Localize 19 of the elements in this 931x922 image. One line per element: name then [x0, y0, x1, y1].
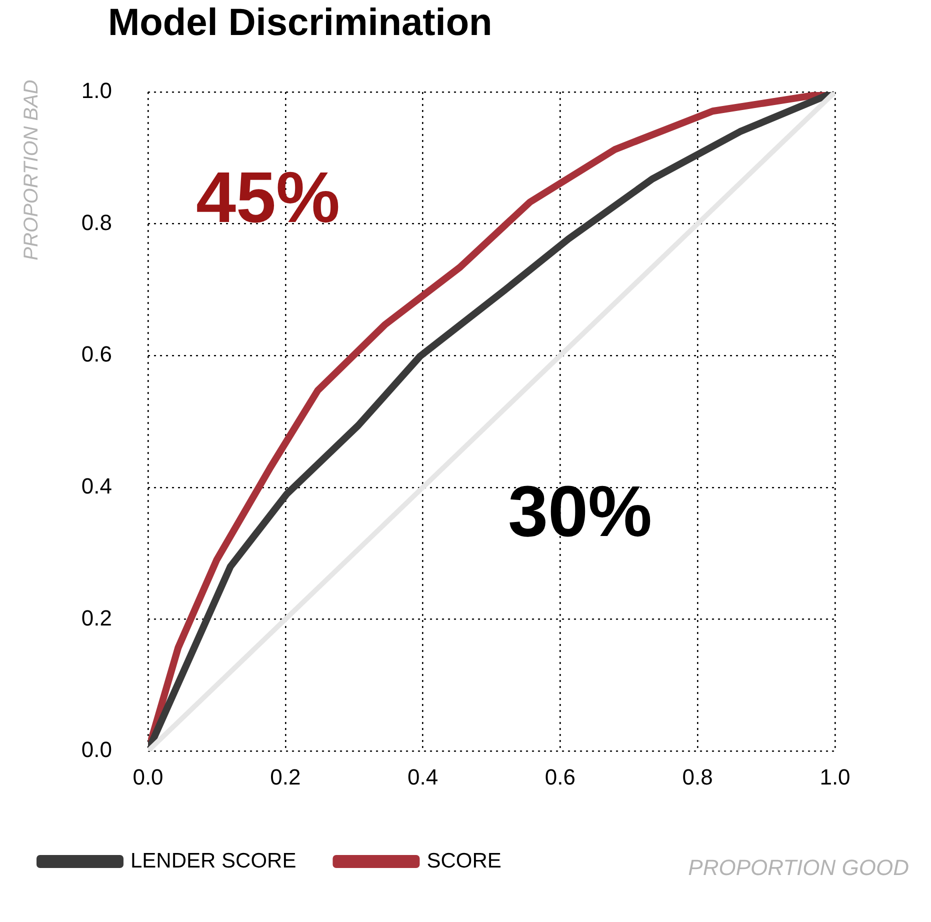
y-tick-label: 0.0 [81, 737, 112, 762]
legend-label: LENDER SCORE [130, 849, 296, 872]
x-tick-label: 0.6 [544, 764, 576, 790]
annotation: 30% [508, 471, 652, 553]
chart-title: Model Discrimination [108, 2, 492, 45]
y-tick-label: 0.4 [81, 473, 112, 498]
x-tick-label: 0.8 [682, 764, 713, 790]
x-tick-label: 0.2 [270, 764, 301, 790]
annotation: 45% [196, 157, 340, 239]
x-tick-label: 0.4 [408, 764, 438, 790]
x-tick-label: 0.0 [132, 764, 164, 790]
y-axis-title: PROPORTION BAD [20, 80, 44, 260]
x-axis-title: PROPORTION GOOD [688, 855, 909, 881]
y-tick-label: 0.2 [81, 605, 112, 630]
x-tick-label: 1.0 [820, 764, 850, 790]
y-tick-label: 0.6 [81, 342, 112, 367]
y-tick-label: 0.8 [81, 210, 112, 235]
legend-label: SCORE [426, 849, 502, 872]
y-tick-label: 1.0 [81, 78, 112, 104]
